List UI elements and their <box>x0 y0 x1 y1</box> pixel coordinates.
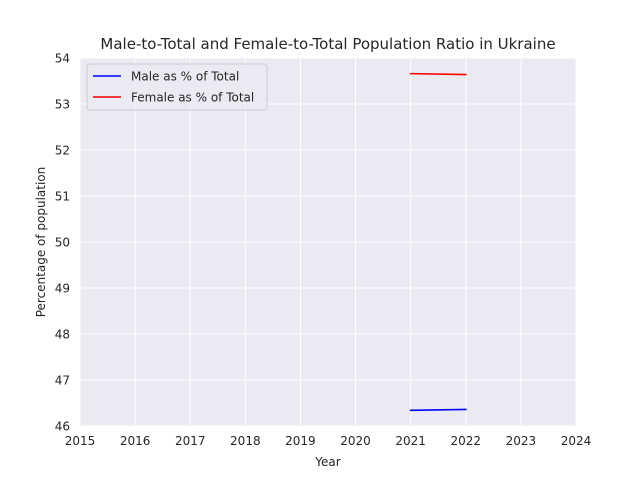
series-lines <box>409 72 467 412</box>
x-axis-label: Year <box>314 455 340 469</box>
legend-label-female: Female as % of Total <box>131 91 254 105</box>
x-tick-label: 2018 <box>230 434 261 448</box>
series-line-1 <box>409 72 467 76</box>
y-tick-label: 53 <box>55 98 70 112</box>
legend-box <box>86 63 268 111</box>
x-tick-label: 2024 <box>561 434 592 448</box>
y-tick-label: 47 <box>55 374 70 388</box>
y-tick-label: 49 <box>55 282 70 296</box>
legend-label-male: Male as % of Total <box>131 70 239 84</box>
tick-labels: 2015 2016 2017 2018 2019 2020 2021 2022 2023 2024… <box>55 52 592 449</box>
legend: Male as % of Total Female as % of Total <box>86 63 268 111</box>
y-tick-label: 52 <box>55 144 70 158</box>
x-tick-label: 2023 <box>506 434 537 448</box>
x-tick-label: 2015 <box>65 434 96 448</box>
series-line-0 <box>409 408 467 412</box>
x-tick-label: 2020 <box>340 434 371 448</box>
y-tick-label: 48 <box>55 328 70 342</box>
y-tick-label: 46 <box>55 420 70 434</box>
y-axis-label: Percentage of population <box>34 167 48 318</box>
x-tick-label: 2022 <box>451 434 482 448</box>
x-tick-label: 2017 <box>175 434 206 448</box>
x-tick-label: 2016 <box>120 434 151 448</box>
y-tick-label: 54 <box>55 52 70 66</box>
y-tick-label: 51 <box>55 190 70 204</box>
y-tick-label: 50 <box>55 236 70 250</box>
chart-title: Male-to-Total and Female-to-Total Popula… <box>100 35 555 53</box>
x-tick-label: 2021 <box>395 434 426 448</box>
x-tick-label: 2019 <box>285 434 316 448</box>
grid-lines <box>79 57 577 427</box>
